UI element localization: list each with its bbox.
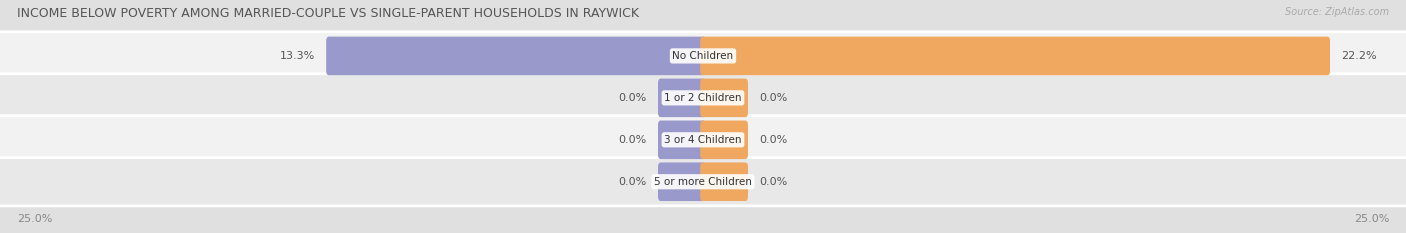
FancyBboxPatch shape: [0, 158, 1406, 206]
FancyBboxPatch shape: [0, 74, 1406, 122]
Text: 25.0%: 25.0%: [17, 214, 52, 224]
Text: 0.0%: 0.0%: [619, 177, 647, 187]
FancyBboxPatch shape: [700, 37, 1330, 75]
FancyBboxPatch shape: [326, 37, 706, 75]
Text: 5 or more Children: 5 or more Children: [654, 177, 752, 187]
FancyBboxPatch shape: [658, 120, 706, 159]
FancyBboxPatch shape: [658, 162, 706, 201]
Text: 0.0%: 0.0%: [619, 93, 647, 103]
FancyBboxPatch shape: [0, 116, 1406, 164]
Text: 25.0%: 25.0%: [1354, 214, 1389, 224]
FancyBboxPatch shape: [658, 79, 706, 117]
Text: 0.0%: 0.0%: [619, 135, 647, 145]
Text: No Children: No Children: [672, 51, 734, 61]
FancyBboxPatch shape: [700, 162, 748, 201]
Text: 3 or 4 Children: 3 or 4 Children: [664, 135, 742, 145]
FancyBboxPatch shape: [0, 32, 1406, 80]
Text: 0.0%: 0.0%: [759, 177, 787, 187]
Text: INCOME BELOW POVERTY AMONG MARRIED-COUPLE VS SINGLE-PARENT HOUSEHOLDS IN RAYWICK: INCOME BELOW POVERTY AMONG MARRIED-COUPL…: [17, 7, 638, 20]
Text: 1 or 2 Children: 1 or 2 Children: [664, 93, 742, 103]
Text: 0.0%: 0.0%: [759, 93, 787, 103]
Text: 0.0%: 0.0%: [759, 135, 787, 145]
FancyBboxPatch shape: [700, 120, 748, 159]
Text: 13.3%: 13.3%: [280, 51, 315, 61]
Text: Source: ZipAtlas.com: Source: ZipAtlas.com: [1285, 7, 1389, 17]
Text: 22.2%: 22.2%: [1341, 51, 1376, 61]
FancyBboxPatch shape: [700, 79, 748, 117]
